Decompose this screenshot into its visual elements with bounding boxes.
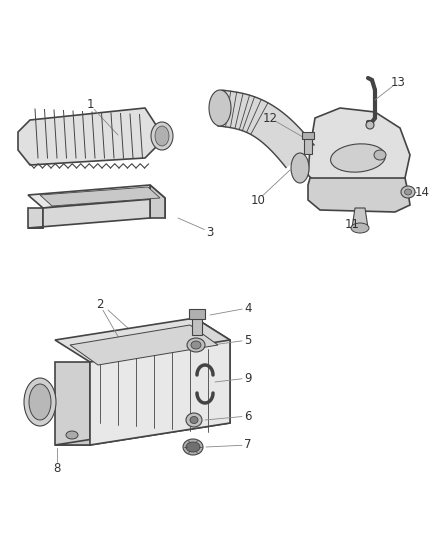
- Ellipse shape: [151, 122, 173, 150]
- Ellipse shape: [187, 338, 205, 352]
- Polygon shape: [150, 185, 165, 218]
- Text: 6: 6: [244, 409, 252, 423]
- Ellipse shape: [374, 150, 386, 160]
- Ellipse shape: [351, 223, 369, 233]
- Ellipse shape: [29, 384, 51, 420]
- Ellipse shape: [66, 431, 78, 439]
- Polygon shape: [195, 318, 230, 423]
- Polygon shape: [18, 108, 158, 165]
- Ellipse shape: [405, 189, 411, 195]
- Ellipse shape: [186, 442, 200, 452]
- Text: 14: 14: [414, 185, 430, 198]
- Text: 8: 8: [53, 462, 61, 474]
- Polygon shape: [308, 108, 410, 200]
- Text: 13: 13: [391, 76, 406, 88]
- Ellipse shape: [209, 90, 231, 126]
- Text: 10: 10: [251, 193, 265, 206]
- Polygon shape: [40, 187, 160, 206]
- Text: 1: 1: [86, 99, 94, 111]
- Text: 4: 4: [244, 302, 252, 314]
- Text: 3: 3: [206, 225, 214, 238]
- Ellipse shape: [183, 439, 203, 455]
- Polygon shape: [55, 423, 230, 445]
- Polygon shape: [28, 185, 165, 208]
- Ellipse shape: [24, 378, 56, 426]
- Text: 2: 2: [96, 298, 104, 311]
- Bar: [189, 309, 205, 319]
- Ellipse shape: [190, 416, 198, 424]
- Bar: [192, 317, 202, 335]
- Polygon shape: [55, 362, 90, 445]
- Bar: [304, 138, 312, 154]
- Polygon shape: [28, 208, 43, 228]
- Ellipse shape: [401, 186, 415, 198]
- Bar: [302, 132, 314, 139]
- Ellipse shape: [366, 121, 374, 129]
- Text: 5: 5: [244, 334, 252, 346]
- Polygon shape: [352, 208, 368, 228]
- Polygon shape: [90, 340, 230, 445]
- Ellipse shape: [155, 126, 169, 146]
- Ellipse shape: [291, 153, 309, 183]
- Text: 11: 11: [345, 219, 360, 231]
- Polygon shape: [70, 325, 218, 365]
- Polygon shape: [28, 198, 165, 228]
- Polygon shape: [218, 90, 314, 167]
- Text: 9: 9: [244, 372, 252, 384]
- Polygon shape: [55, 318, 230, 362]
- Polygon shape: [308, 178, 410, 212]
- Ellipse shape: [331, 144, 385, 172]
- Text: 7: 7: [244, 439, 252, 451]
- Text: 12: 12: [262, 111, 278, 125]
- Ellipse shape: [186, 413, 202, 427]
- Ellipse shape: [191, 341, 201, 349]
